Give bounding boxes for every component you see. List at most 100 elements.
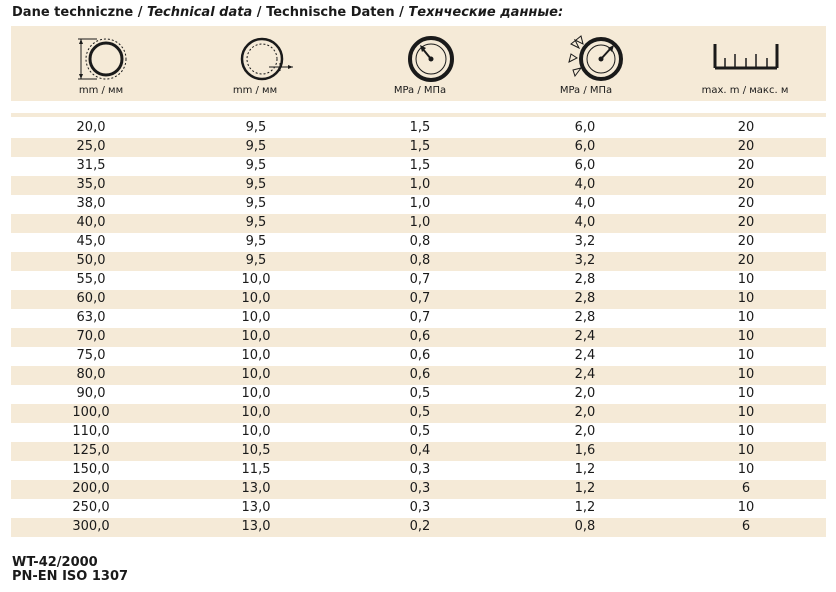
table-cell: 2,8 bbox=[574, 272, 596, 287]
table-row: 110,0 10,0 0,5 2,0 10 bbox=[11, 423, 826, 442]
table-row: 25,0 9,5 1,5 6,0 20 bbox=[11, 138, 826, 157]
burst-pressure-gauge-icon bbox=[568, 35, 623, 81]
table-header: mm / мм mm / мм MPa / МПа MPa / МПа max.… bbox=[11, 26, 826, 101]
table-cell: 20 bbox=[737, 253, 755, 268]
table-cell: 13,0 bbox=[241, 481, 271, 496]
table-cell: 1,5 bbox=[409, 139, 431, 154]
table-cell: 6 bbox=[741, 481, 751, 496]
table-cell: 10 bbox=[737, 291, 755, 306]
table-cell: 20 bbox=[737, 120, 755, 135]
table-cell: 10,0 bbox=[241, 329, 271, 344]
table-row: 300,0 13,0 0,2 0,8 6 bbox=[11, 518, 826, 537]
table-cell: 10,0 bbox=[241, 272, 271, 287]
table-row: 70,0 10,0 0,6 2,4 10 bbox=[11, 328, 826, 347]
table-cell: 4,0 bbox=[574, 196, 596, 211]
table-cell: 9,5 bbox=[245, 177, 267, 192]
table-cell: 1,5 bbox=[409, 158, 431, 173]
table-cell: 0,7 bbox=[409, 291, 431, 306]
table-cell: 9,5 bbox=[245, 158, 267, 173]
table-cell: 6,0 bbox=[574, 158, 596, 173]
table-row: 31,5 9,5 1,5 6,0 20 bbox=[11, 157, 826, 176]
table-cell: 2,0 bbox=[574, 424, 596, 439]
table-cell: 20 bbox=[737, 158, 755, 173]
table-cell: 0,7 bbox=[409, 272, 431, 287]
table-cell: 10 bbox=[737, 348, 755, 363]
table-cell: 9,5 bbox=[245, 253, 267, 268]
table-cell: 9,5 bbox=[245, 120, 267, 135]
title-german: Technische Daten bbox=[266, 5, 395, 20]
table-cell: 6,0 bbox=[574, 120, 596, 135]
table-cell: 150,0 bbox=[72, 462, 110, 477]
table-row: 125,0 10,5 0,4 1,6 10 bbox=[11, 442, 826, 461]
table-row: 200,0 13,0 0,3 1,2 6 bbox=[11, 480, 826, 499]
table-cell: 125,0 bbox=[72, 443, 110, 458]
table-cell: 31,5 bbox=[76, 158, 106, 173]
table-cell: 20 bbox=[737, 196, 755, 211]
unit-label: mm / мм bbox=[78, 85, 124, 96]
table-row: 250,0 13,0 0,3 1,2 10 bbox=[11, 499, 826, 518]
table-cell: 0,8 bbox=[409, 234, 431, 249]
technical-data-table: 20,0 9,5 1,5 6,0 20 25,0 9,5 1,5 6,0 20 31,5 9,5 1,5… bbox=[11, 119, 826, 537]
table-row: 150,0 11,5 0,3 1,2 10 bbox=[11, 461, 826, 480]
table-cell: 3,2 bbox=[574, 253, 596, 268]
table-cell: 10 bbox=[737, 329, 755, 344]
table-row: 80,0 10,0 0,6 2,4 10 bbox=[11, 366, 826, 385]
hose-outer-diameter-icon bbox=[78, 38, 127, 80]
table-cell: 9,5 bbox=[245, 215, 267, 230]
table-row: 60,0 10,0 0,7 2,8 10 bbox=[11, 290, 826, 309]
table-row: 50,0 9,5 0,8 3,2 20 bbox=[11, 252, 826, 271]
unit-label: max. m / макс. м bbox=[701, 85, 789, 96]
table-cell: 250,0 bbox=[72, 500, 110, 515]
table-cell: 50,0 bbox=[76, 253, 106, 268]
table-cell: 55,0 bbox=[76, 272, 106, 287]
table-cell: 0,5 bbox=[409, 405, 431, 420]
table-cell: 6 bbox=[741, 519, 751, 534]
table-row: 20,0 9,5 1,5 6,0 20 bbox=[11, 119, 826, 138]
table-row: 40,0 9,5 1,0 4,0 20 bbox=[11, 214, 826, 233]
table-cell: 90,0 bbox=[76, 386, 106, 401]
table-cell: 10,0 bbox=[241, 405, 271, 420]
table-cell: 80,0 bbox=[76, 367, 106, 382]
header-col-diameter bbox=[66, 26, 146, 101]
table-cell: 10 bbox=[737, 386, 755, 401]
table-cell: 2,8 bbox=[574, 310, 596, 325]
table-cell: 100,0 bbox=[72, 405, 110, 420]
table-cell: 38,0 bbox=[76, 196, 106, 211]
unit-label: MPa / МПа bbox=[559, 85, 613, 96]
table-cell: 10 bbox=[737, 500, 755, 515]
table-cell: 2,4 bbox=[574, 329, 596, 344]
table-cell: 1,0 bbox=[409, 177, 431, 192]
table-cell: 10 bbox=[737, 272, 755, 287]
title-separator: / bbox=[256, 5, 262, 20]
table-cell: 200,0 bbox=[72, 481, 110, 496]
unit-label: mm / мм bbox=[232, 85, 278, 96]
table-cell: 10 bbox=[737, 367, 755, 382]
table-cell: 2,8 bbox=[574, 291, 596, 306]
header-col-max-length bbox=[706, 26, 786, 101]
table-cell: 0,3 bbox=[409, 462, 431, 477]
table-cell: 10 bbox=[737, 405, 755, 420]
title-separator: / bbox=[399, 5, 404, 20]
table-row: 35,0 9,5 1,0 4,0 20 bbox=[11, 176, 826, 195]
table-cell: 0,5 bbox=[409, 386, 431, 401]
table-cell: 1,6 bbox=[574, 443, 596, 458]
table-cell: 13,0 bbox=[241, 500, 271, 515]
table-row: 100,0 10,0 0,5 2,0 10 bbox=[11, 404, 826, 423]
table-cell: 4,0 bbox=[574, 215, 596, 230]
table-cell: 10,0 bbox=[241, 424, 271, 439]
table-cell: 0,6 bbox=[409, 348, 431, 363]
title-separator: / bbox=[137, 5, 143, 20]
table-cell: 0,8 bbox=[574, 519, 596, 534]
unit-label: MPa / МПа bbox=[393, 85, 447, 96]
table-cell: 40,0 bbox=[76, 215, 106, 230]
table-cell: 1,2 bbox=[574, 481, 596, 496]
table-cell: 300,0 bbox=[72, 519, 110, 534]
table-cell: 20 bbox=[737, 234, 755, 249]
table-cell: 0,6 bbox=[409, 367, 431, 382]
table-cell: 10 bbox=[737, 310, 755, 325]
table-cell: 4,0 bbox=[574, 177, 596, 192]
table-cell: 35,0 bbox=[76, 177, 106, 192]
standard-code: PN-EN ISO 1307 bbox=[12, 569, 129, 584]
table-cell: 10,0 bbox=[241, 367, 271, 382]
table-cell: 1,0 bbox=[409, 196, 431, 211]
